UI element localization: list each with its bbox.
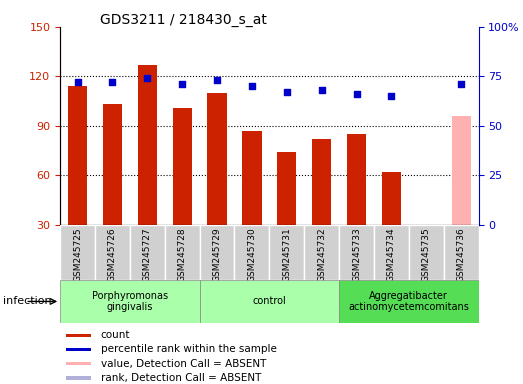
Bar	[451, 116, 471, 225]
Bar	[417, 225, 436, 228]
Text: GSM245727: GSM245727	[143, 227, 152, 282]
Text: count: count	[100, 330, 130, 340]
Text: Porphyromonas
gingivalis: Porphyromonas gingivalis	[92, 291, 168, 312]
Bar	[269, 225, 304, 280]
Bar	[208, 93, 226, 225]
Text: GSM245735: GSM245735	[422, 227, 431, 282]
Point	[108, 79, 117, 85]
Point	[178, 81, 186, 87]
Bar	[66, 362, 92, 366]
Text: GSM245730: GSM245730	[247, 227, 256, 282]
Bar	[304, 225, 339, 280]
Point	[457, 81, 465, 87]
Point	[282, 89, 291, 95]
Text: GSM245726: GSM245726	[108, 227, 117, 282]
Text: value, Detection Call = ABSENT: value, Detection Call = ABSENT	[100, 359, 266, 369]
Text: control: control	[253, 296, 286, 306]
Text: percentile rank within the sample: percentile rank within the sample	[100, 344, 277, 354]
Bar	[242, 131, 262, 225]
Bar	[68, 86, 87, 225]
Bar	[409, 225, 444, 280]
Bar	[66, 348, 92, 351]
Text: GSM245734: GSM245734	[387, 227, 396, 282]
Bar	[130, 225, 165, 280]
Text: rank, Detection Call = ABSENT: rank, Detection Call = ABSENT	[100, 373, 261, 383]
Text: infection: infection	[3, 296, 51, 306]
Bar	[66, 334, 92, 337]
Point	[248, 83, 256, 89]
Bar	[277, 152, 297, 225]
Point	[143, 75, 152, 81]
Text: GSM245731: GSM245731	[282, 227, 291, 282]
Text: GSM245725: GSM245725	[73, 227, 82, 282]
Bar	[60, 225, 95, 280]
Point	[213, 77, 221, 83]
Bar	[138, 65, 157, 225]
Point	[387, 93, 395, 99]
Text: GSM245733: GSM245733	[352, 227, 361, 282]
Bar	[382, 172, 401, 225]
Text: Aggregatibacter
actinomycetemcomitans: Aggregatibacter actinomycetemcomitans	[348, 291, 469, 312]
Text: GDS3211 / 218430_s_at: GDS3211 / 218430_s_at	[99, 13, 267, 27]
Bar	[200, 280, 339, 323]
Point	[317, 87, 326, 93]
Bar	[103, 104, 122, 225]
Bar	[374, 225, 409, 280]
Bar	[347, 134, 366, 225]
Bar	[339, 225, 374, 280]
Bar	[200, 225, 234, 280]
Bar	[234, 225, 269, 280]
Bar	[173, 108, 192, 225]
Text: GSM245729: GSM245729	[212, 227, 222, 282]
Bar	[95, 225, 130, 280]
Bar	[339, 280, 479, 323]
Bar	[444, 225, 479, 280]
Text: GSM245728: GSM245728	[178, 227, 187, 282]
Point	[73, 79, 82, 85]
Bar	[66, 376, 92, 380]
Point	[353, 91, 361, 97]
Bar	[60, 280, 200, 323]
Bar	[312, 139, 331, 225]
Bar	[165, 225, 200, 280]
Text: GSM245736: GSM245736	[457, 227, 465, 282]
Text: GSM245732: GSM245732	[317, 227, 326, 282]
